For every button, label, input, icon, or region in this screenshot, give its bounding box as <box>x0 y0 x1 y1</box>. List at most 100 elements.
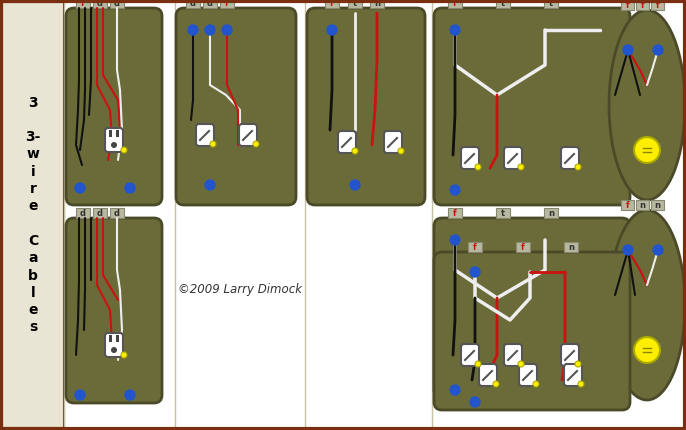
Circle shape <box>352 148 358 154</box>
Text: f: f <box>225 0 229 7</box>
Circle shape <box>493 381 499 387</box>
Text: f: f <box>626 200 629 209</box>
Circle shape <box>475 361 481 367</box>
Bar <box>110 0 124 8</box>
Bar <box>496 0 510 8</box>
Bar <box>109 335 112 342</box>
Circle shape <box>75 183 85 193</box>
FancyBboxPatch shape <box>434 252 630 410</box>
Circle shape <box>653 45 663 55</box>
Text: d: d <box>97 0 103 7</box>
Bar <box>636 200 649 210</box>
Circle shape <box>634 337 660 363</box>
Bar <box>516 242 530 252</box>
Circle shape <box>125 183 135 193</box>
Text: t: t <box>501 209 505 218</box>
Circle shape <box>350 180 360 190</box>
Text: d: d <box>207 0 213 7</box>
Circle shape <box>205 25 215 35</box>
FancyBboxPatch shape <box>307 8 425 205</box>
Text: d: d <box>97 209 103 218</box>
Text: d: d <box>80 209 86 218</box>
Circle shape <box>475 164 481 170</box>
Circle shape <box>470 397 480 407</box>
Circle shape <box>575 164 581 170</box>
Bar <box>544 208 558 218</box>
Bar <box>448 208 462 218</box>
Bar <box>109 130 112 137</box>
Bar <box>621 200 634 210</box>
Text: n: n <box>639 200 646 209</box>
FancyBboxPatch shape <box>461 147 479 169</box>
FancyBboxPatch shape <box>176 8 296 205</box>
Circle shape <box>75 390 85 400</box>
FancyBboxPatch shape <box>66 8 162 205</box>
FancyBboxPatch shape <box>434 8 630 205</box>
FancyBboxPatch shape <box>338 131 356 153</box>
Bar <box>544 0 558 8</box>
Circle shape <box>188 25 198 35</box>
Text: f: f <box>453 209 457 218</box>
Circle shape <box>450 235 460 245</box>
Text: d: d <box>114 0 120 7</box>
Circle shape <box>111 142 117 148</box>
Bar <box>496 208 510 218</box>
Text: d: d <box>114 209 120 218</box>
FancyBboxPatch shape <box>66 218 162 403</box>
FancyBboxPatch shape <box>504 344 522 366</box>
Circle shape <box>578 381 584 387</box>
Circle shape <box>222 25 232 35</box>
Bar <box>93 208 107 218</box>
Bar <box>564 242 578 252</box>
Ellipse shape <box>609 10 685 200</box>
Circle shape <box>634 137 660 163</box>
Text: f: f <box>81 0 85 7</box>
FancyBboxPatch shape <box>564 364 582 386</box>
Bar <box>468 242 482 252</box>
Text: n: n <box>548 209 554 218</box>
Text: d: d <box>190 0 196 7</box>
Circle shape <box>125 390 135 400</box>
Text: n: n <box>374 0 380 7</box>
Circle shape <box>111 347 117 353</box>
Bar <box>636 0 649 10</box>
Circle shape <box>518 164 524 170</box>
FancyBboxPatch shape <box>384 131 402 153</box>
Bar <box>448 0 462 8</box>
Text: t: t <box>501 0 505 7</box>
Circle shape <box>121 352 127 358</box>
Bar <box>370 0 384 8</box>
FancyBboxPatch shape <box>434 218 630 398</box>
Bar <box>220 0 234 8</box>
FancyBboxPatch shape <box>479 364 497 386</box>
Circle shape <box>210 141 216 147</box>
Text: n: n <box>654 200 661 209</box>
Bar <box>186 0 200 8</box>
Bar <box>116 130 119 137</box>
Bar <box>651 0 664 10</box>
Ellipse shape <box>609 210 685 400</box>
Circle shape <box>327 25 337 35</box>
Bar <box>116 335 119 342</box>
FancyBboxPatch shape <box>105 333 123 357</box>
FancyBboxPatch shape <box>561 344 579 366</box>
Circle shape <box>518 361 524 367</box>
Text: f: f <box>330 0 334 7</box>
Text: n: n <box>568 243 574 252</box>
Bar <box>110 208 124 218</box>
Circle shape <box>653 245 663 255</box>
Bar <box>76 0 90 8</box>
Text: f: f <box>473 243 477 252</box>
Bar <box>348 0 362 8</box>
Circle shape <box>450 25 460 35</box>
Text: f: f <box>626 0 629 9</box>
Circle shape <box>450 185 460 195</box>
Bar <box>76 208 90 218</box>
Text: f: f <box>641 0 644 9</box>
FancyBboxPatch shape <box>561 147 579 169</box>
Circle shape <box>533 381 539 387</box>
Bar <box>2 2 64 428</box>
Bar <box>651 200 664 210</box>
Circle shape <box>470 267 480 277</box>
FancyBboxPatch shape <box>196 124 214 146</box>
